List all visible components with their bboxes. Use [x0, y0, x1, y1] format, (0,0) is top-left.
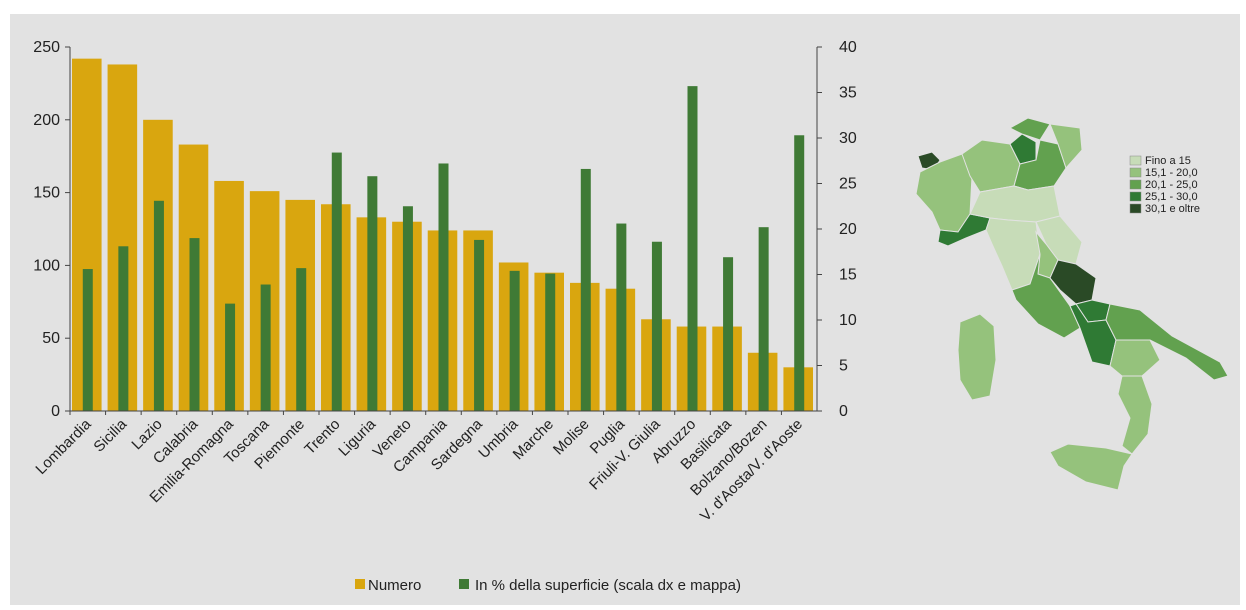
legend-label-percent: In % della superficie (scala dx e mappa): [475, 577, 741, 594]
bar-chart: 0 50 100 150 200 250 0 5 10 15 20 25 30 35 40 Lombardia…: [32, 39, 857, 594]
y-tick-label-right: 25: [839, 176, 857, 193]
bar-percent: [687, 86, 698, 411]
map-legend-swatch-1: [1129, 155, 1142, 166]
map-legend: Fino a 15 15,1 - 20,0 20,1 - 25,0 25,1 -…: [1129, 155, 1200, 215]
bar-percent: [509, 270, 520, 411]
region-sicilia: [1049, 443, 1133, 491]
map-legend-swatch-3: [1129, 179, 1142, 190]
legend-label-numero: Numero: [368, 577, 421, 594]
y-tick-label-right: 5: [839, 358, 848, 375]
bar-percent: [723, 257, 734, 411]
map-legend-label-2: 15,1 - 20,0: [1145, 167, 1198, 179]
map-legend-label-5: 30,1 e oltre: [1145, 203, 1200, 215]
bar-percent: [794, 135, 805, 411]
bar-percent: [331, 152, 342, 411]
bar-percent: [580, 168, 591, 411]
x-tick-label: Marche: [510, 416, 557, 463]
bar-percent: [189, 238, 200, 411]
region-basilicata: [1109, 339, 1161, 377]
y-tick-label-right: 10: [839, 312, 857, 329]
bar-percent: [260, 284, 271, 411]
region-trento: [1009, 133, 1037, 165]
x-tick-label: Molise: [550, 416, 593, 459]
bar-percent: [296, 268, 307, 411]
bar-percent: [153, 200, 164, 411]
y-tick-label-left: 250: [33, 39, 60, 56]
bar-percent: [474, 239, 485, 411]
bar-percent: [402, 206, 413, 411]
y-tick-label-left: 200: [33, 112, 60, 129]
italy-map: Fino a 15 15,1 - 20,0 20,1 - 25,0 25,1 -…: [915, 117, 1229, 491]
region-emilia-romagna: [969, 185, 1061, 223]
map-legend-swatch-5: [1129, 203, 1142, 214]
y-tick-label-right: 35: [839, 85, 857, 102]
legend-swatch-numero: [355, 579, 365, 589]
y-tick-label-left: 50: [42, 330, 60, 347]
region-bolzano: [1008, 117, 1051, 141]
map-legend-swatch-2: [1129, 167, 1142, 178]
map-legend-label-1: Fino a 15: [1145, 155, 1191, 167]
legend-swatch-percent: [459, 579, 469, 589]
map-legend-label-4: 25,1 - 30,0: [1145, 191, 1198, 203]
region-friuli: [1049, 123, 1083, 169]
y-tick-label-left: 150: [33, 185, 60, 202]
y-tick-label-right: 0: [839, 403, 848, 420]
bar-percent: [225, 303, 236, 411]
bar-percent: [758, 227, 769, 411]
bar-percent: [367, 176, 378, 411]
map-legend-swatch-4: [1129, 191, 1142, 202]
x-tick-label: Trento: [301, 416, 343, 458]
bar-percent: [438, 163, 449, 411]
region-sardegna: [957, 313, 997, 401]
bar-percent: [82, 269, 93, 411]
y-tick-label-right: 15: [839, 267, 857, 284]
bar-percent: [616, 223, 627, 411]
bar-percent: [118, 246, 129, 411]
y-tick-label-left: 0: [51, 403, 60, 420]
map-regions: [915, 117, 1229, 491]
map-legend-label-3: 20,1 - 25,0: [1145, 179, 1198, 191]
region-calabria: [1117, 375, 1153, 455]
figure-panel: 0 50 100 150 200 250 0 5 10 15 20 25 30 35 40 Lombardia…: [10, 14, 1240, 605]
x-tick-label: Lombardia: [32, 415, 95, 478]
x-tick-label: Sicilia: [90, 415, 130, 455]
chart-legend: Numero In % della superficie (scala dx e…: [355, 577, 741, 594]
y-tick-label-left: 100: [33, 257, 60, 274]
y-tick-label-right: 20: [839, 221, 857, 238]
bar-percent: [651, 241, 662, 411]
y-tick-label-right: 30: [839, 130, 857, 147]
bar-percent: [545, 273, 556, 411]
y-tick-label-right: 40: [839, 39, 857, 56]
bars-group: [72, 58, 813, 412]
